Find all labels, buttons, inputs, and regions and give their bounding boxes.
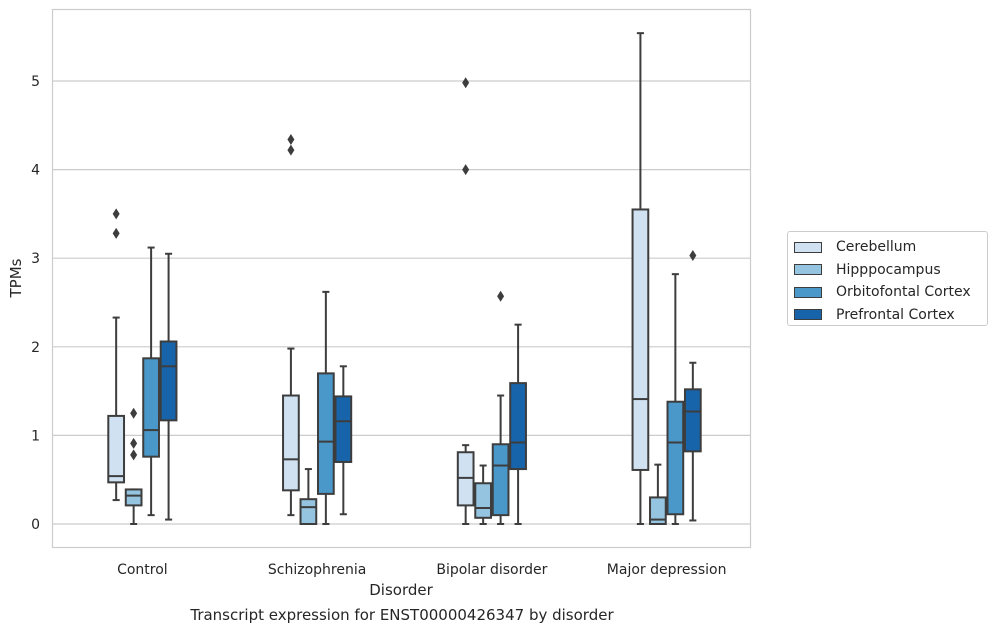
legend-swatch xyxy=(794,264,822,276)
legend-label: Hipppocampus xyxy=(836,261,941,278)
legend-label: Prefrontal Cortex xyxy=(836,306,955,323)
iqr-box xyxy=(509,382,527,471)
x-tick-label: Major depression xyxy=(607,562,727,578)
y-tick-label: 4 xyxy=(31,163,40,179)
iqr-box xyxy=(491,443,510,517)
legend: Cerebellum Hipppocampus Orbitofontal Corte… xyxy=(787,231,988,326)
y-tick-label: 1 xyxy=(31,428,40,444)
chart-caption: Transcript expression for ENST0000042634… xyxy=(190,606,614,624)
box-3-3 xyxy=(491,290,510,525)
box-3-4 xyxy=(666,273,685,525)
box-2-4 xyxy=(649,463,667,526)
outlier-point xyxy=(287,133,295,145)
box-3-1 xyxy=(142,246,160,517)
box-3-2 xyxy=(316,290,335,525)
box-2-3 xyxy=(474,464,493,525)
box-1-2 xyxy=(282,133,300,517)
y-tick-label: 2 xyxy=(31,340,40,356)
iqr-box xyxy=(107,414,126,484)
y-tick-label: 3 xyxy=(31,251,40,267)
box-4-1 xyxy=(159,252,178,521)
x-tick-labels: Control Schizophrenia Bipolar disorder Majo… xyxy=(117,562,726,578)
y-tick-label: 0 xyxy=(31,517,40,533)
legend-label: Orbitofontal Cortex xyxy=(836,284,971,301)
legend-item: Hipppocampus xyxy=(794,259,981,282)
legend-item: Cerebellum xyxy=(794,236,981,259)
y-tick-label: 5 xyxy=(31,74,40,90)
outlier-point xyxy=(689,250,697,262)
x-tick-label: Control xyxy=(117,562,168,578)
iqr-box xyxy=(142,357,160,458)
iqr-box xyxy=(683,388,702,453)
box-1-4 xyxy=(631,32,650,525)
x-tick-label: Bipolar disorder xyxy=(436,562,547,578)
box-1-1 xyxy=(107,208,126,502)
iqr-box xyxy=(649,496,667,526)
iqr-box xyxy=(631,208,650,471)
x-tick-label: Schizophrenia xyxy=(268,562,366,578)
box-1-3 xyxy=(456,77,475,525)
outlier-point xyxy=(497,290,505,302)
outlier-point xyxy=(112,227,120,239)
outlier-point xyxy=(112,208,120,220)
legend-swatch xyxy=(794,241,822,253)
outlier-point xyxy=(130,407,138,419)
iqr-box xyxy=(159,340,178,422)
legend-item: Prefrontal Cortex xyxy=(794,304,981,327)
x-axis-label: Disorder xyxy=(369,581,433,599)
iqr-box xyxy=(124,488,143,507)
outlier-point xyxy=(130,449,138,461)
y-tick-labels: 0 1 2 3 4 5 xyxy=(31,74,40,533)
outlier-point xyxy=(130,437,138,449)
box-2-1 xyxy=(124,407,143,525)
iqr-box xyxy=(299,498,318,525)
y-axis-label: TPMs xyxy=(7,258,25,298)
iqr-box xyxy=(316,372,335,495)
legend-item: Orbitofontal Cortex xyxy=(794,281,981,304)
legend-swatch xyxy=(794,286,822,298)
iqr-box xyxy=(474,482,493,519)
box-4-3 xyxy=(509,323,527,525)
plot-frame xyxy=(51,8,752,549)
iqr-box xyxy=(334,395,353,463)
legend-label: Cerebellum xyxy=(836,239,917,256)
iqr-box xyxy=(282,394,300,492)
iqr-box xyxy=(666,400,685,516)
outlier-point xyxy=(462,164,470,176)
box-2-2 xyxy=(299,468,318,525)
outlier-point xyxy=(287,144,295,156)
legend-swatch xyxy=(794,309,822,321)
box-4-4 xyxy=(683,250,702,522)
boxes-layer xyxy=(107,32,702,526)
outlier-point xyxy=(462,77,470,89)
box-4-2 xyxy=(334,365,353,516)
